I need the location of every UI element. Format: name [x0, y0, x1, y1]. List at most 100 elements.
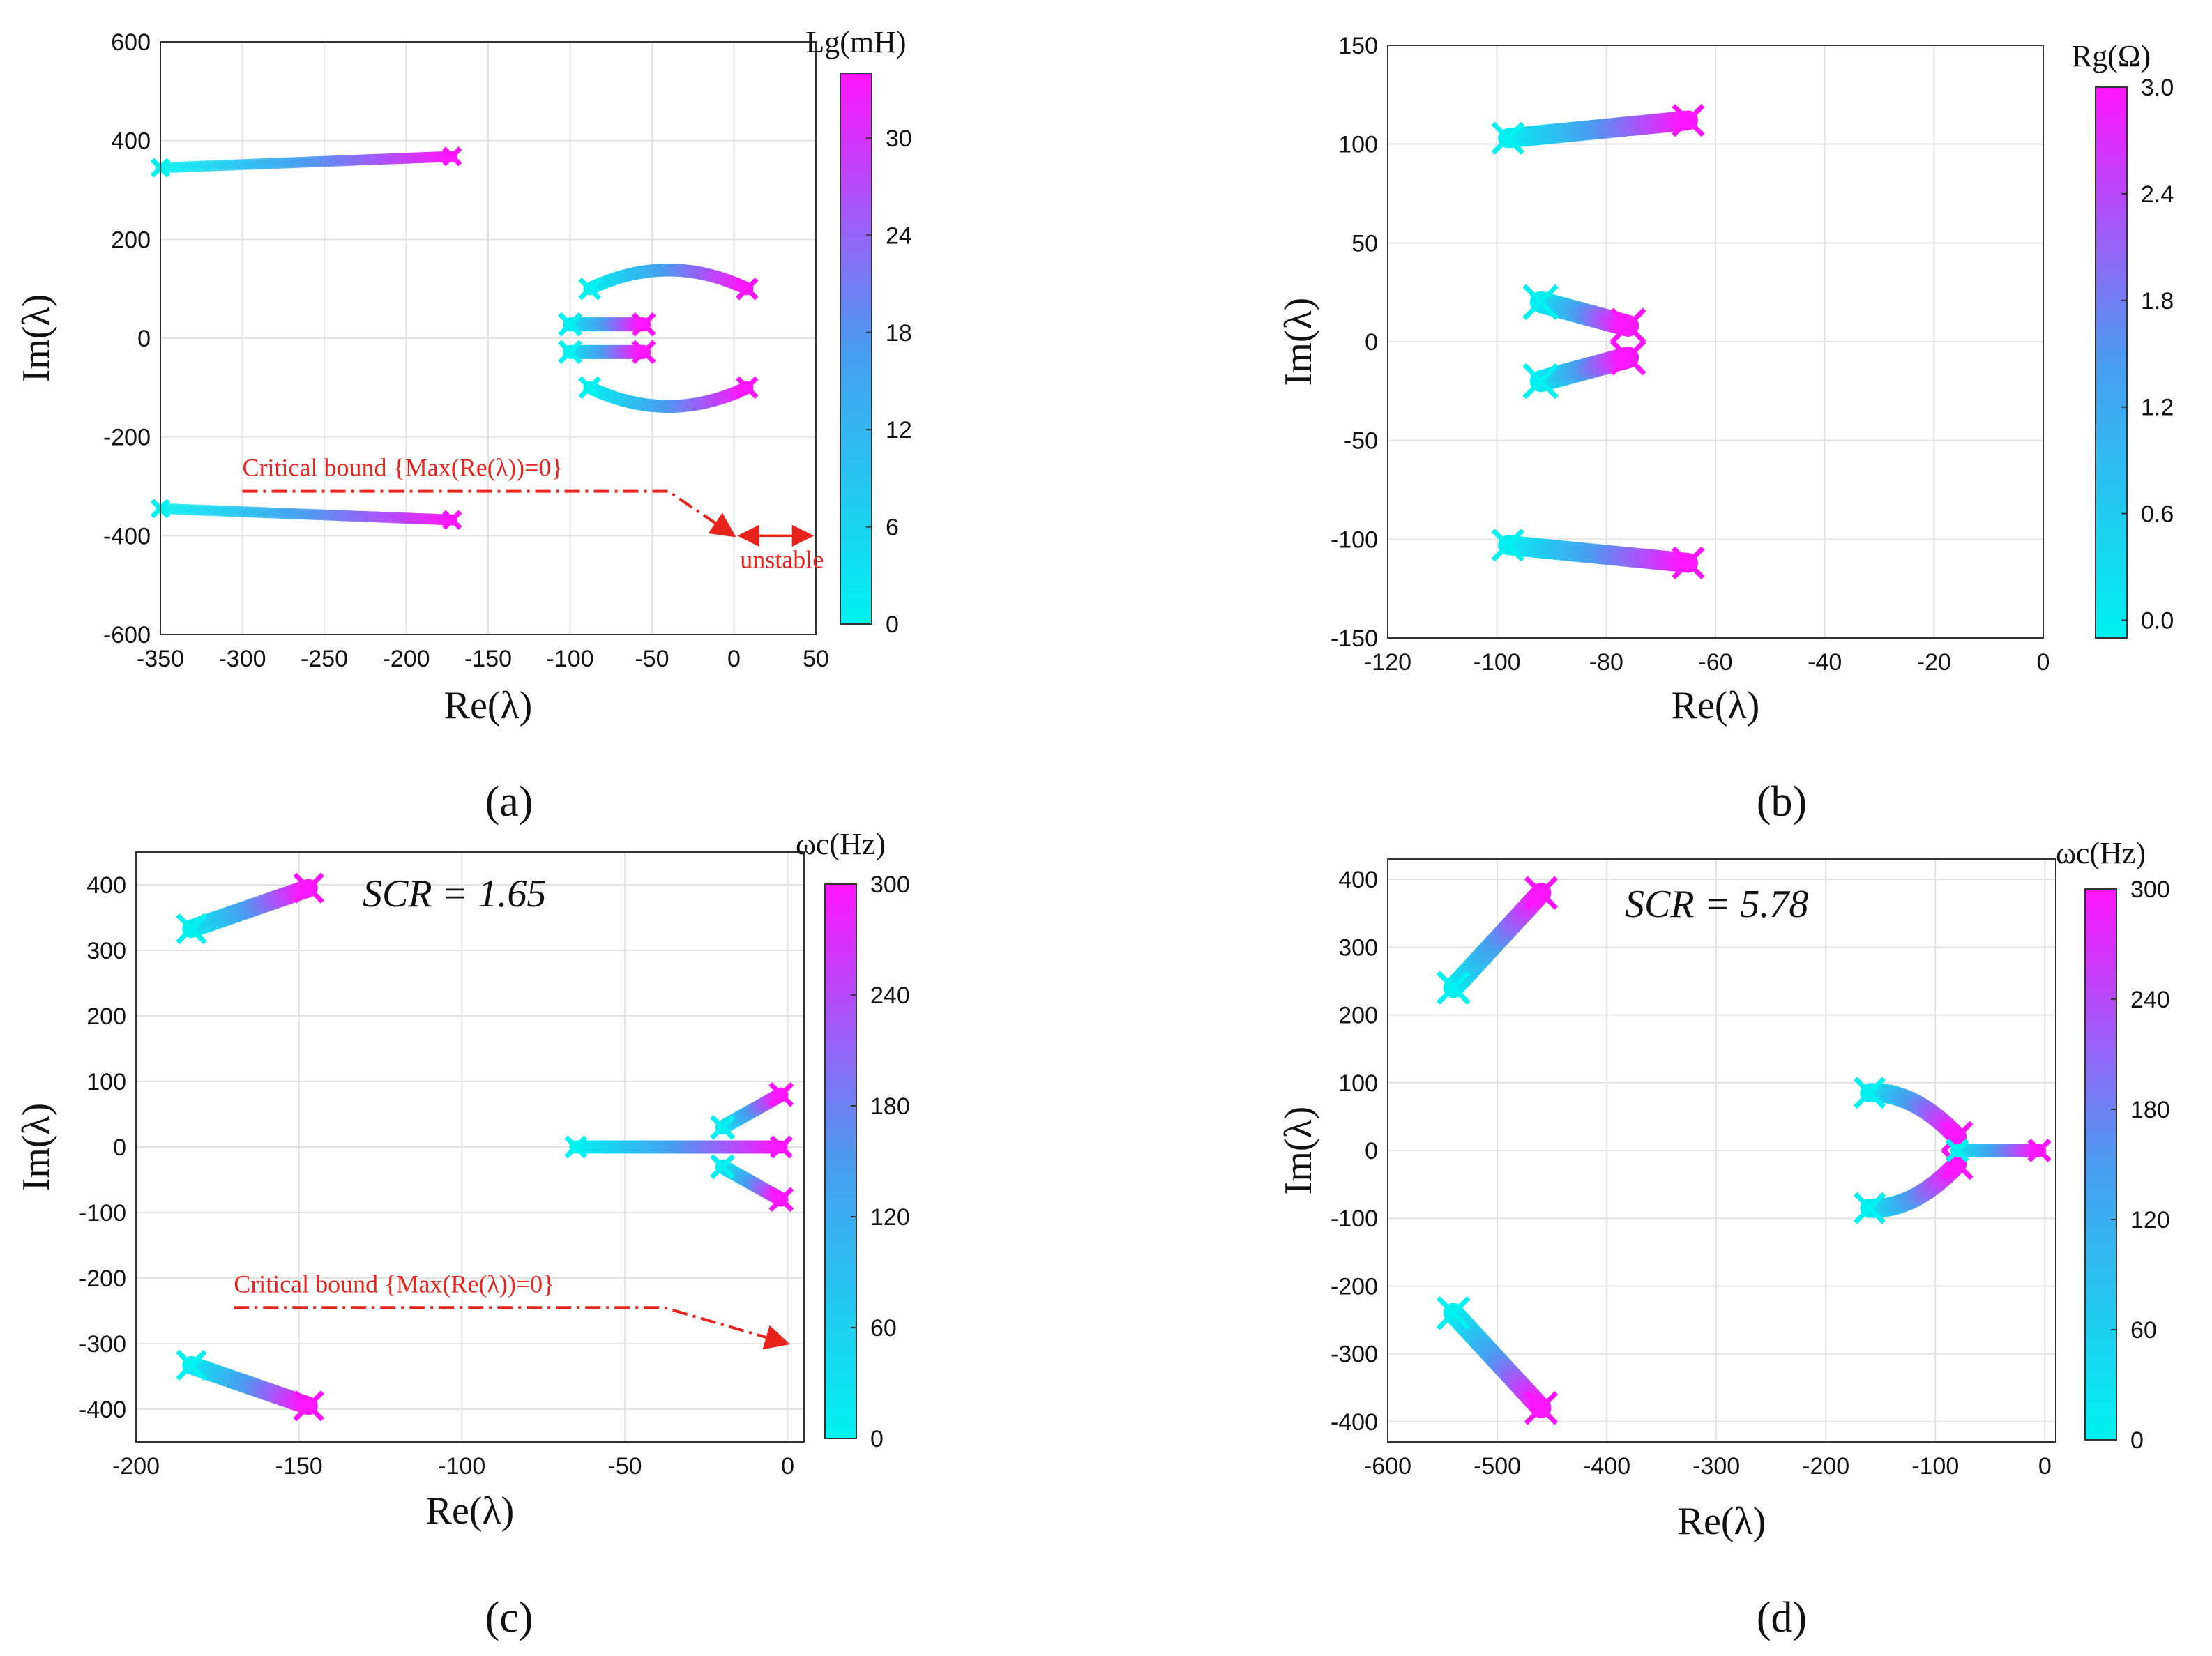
x-axis-label: Re(λ): [426, 1489, 515, 1533]
x-tick-label: -400: [1583, 1453, 1630, 1480]
y-tick-label: -100: [1331, 526, 1378, 553]
marker-stroke: [578, 277, 601, 301]
colorbar-tick-label: 0: [2130, 1427, 2144, 1454]
x-tick-label: 0: [2037, 649, 2050, 676]
end-marker: [1672, 546, 1705, 580]
colorbar-tick-label: 0.0: [2141, 608, 2174, 635]
colorbar-tick-label: 300: [870, 872, 910, 898]
series-branch: [1854, 1148, 1974, 1224]
x-tick-label: -120: [1364, 649, 1411, 676]
scr-label: SCR = 1.65: [363, 872, 546, 916]
end-marker: [1524, 1391, 1559, 1425]
panel-a: -350 -300 -250 -200 -150 -100 -50 0 506004002000…: [15, 25, 912, 826]
marker-stroke: [293, 1390, 324, 1422]
colorbar-tick-label: 3.0: [2141, 75, 2174, 101]
axes-frame: [1387, 858, 2056, 1443]
colorbar-tick-label: 2.4: [2141, 181, 2174, 208]
plot-area-d: -600 -500 -400 -300 -200 -100 0 400 300 200 100 0 -1…: [1277, 836, 2170, 1543]
series-branch: [578, 264, 759, 301]
marker-stroke: [2027, 1138, 2052, 1163]
marker-stroke: [1491, 121, 1525, 155]
y-tick-label: -400: [1331, 1409, 1378, 1436]
end-marker: [1609, 339, 1646, 376]
y-tick-label: -300: [1331, 1342, 1378, 1368]
panel-d: -600 -500 -400 -300 -200 -100 0 400 300 200 100 0 -1…: [1277, 836, 2170, 1641]
marker-stroke: [710, 1154, 736, 1180]
x-tick-label: -80: [1589, 649, 1623, 676]
plot-area-a: -350 -300 -250 -200 -150 -100 -50 0 506004002000…: [15, 25, 912, 727]
grid: [1387, 45, 2044, 639]
y-tick-label: 100: [1338, 132, 1378, 158]
marker-stroke: [558, 340, 582, 365]
colorbar-tick-label: 6: [886, 515, 899, 541]
start-marker: [710, 1114, 736, 1140]
annotation: Critical bound {Max(Re(λ))=0}: [234, 1270, 791, 1350]
marker-stroke: [176, 1349, 207, 1381]
colorbar-tick-label: 180: [870, 1093, 910, 1120]
series-branch: [1945, 1138, 2052, 1163]
colorbar-tick-label: 120: [2130, 1207, 2170, 1233]
y-tick-label: 600: [111, 29, 151, 56]
colorbar-tick-label: 1.2: [2141, 395, 2174, 421]
panel-label-d: (d): [1757, 1594, 1807, 1641]
marker-stroke: [768, 1081, 794, 1107]
end-marker: [442, 510, 462, 530]
marker-stroke: [1672, 103, 1705, 137]
axes-frame: [160, 41, 817, 635]
colorbar-tick-label: 300: [2130, 876, 2170, 903]
marker-stroke: [1524, 1391, 1559, 1425]
end-marker: [768, 1081, 794, 1107]
y-tick-label: -200: [1331, 1273, 1378, 1300]
marker-stroke: [769, 1135, 793, 1159]
start-marker: [1854, 1192, 1886, 1224]
series-group: [1491, 103, 1705, 580]
y-tick-label: 100: [1338, 1070, 1378, 1097]
series-branch: [1522, 284, 1646, 344]
colorbar-tick-label: 1.8: [2141, 288, 2174, 314]
x-tick-label: -150: [464, 646, 512, 672]
end-marker: [2027, 1138, 2052, 1163]
y-tick-label: 0: [1365, 1138, 1378, 1164]
end-marker: [736, 277, 759, 301]
panel-c: -200 -150 -100 -50 0 400 300 200 100 0 -100 -200 -30…: [15, 827, 910, 1641]
y-tick-label: -150: [1331, 625, 1378, 652]
plot-area-c: -200 -150 -100 -50 0 400 300 200 100 0 -100 -200 -30…: [15, 827, 910, 1533]
y-tick-label: -600: [103, 622, 151, 648]
critical-bound-line: [242, 489, 736, 538]
marker-stroke: [176, 913, 207, 945]
start-marker: [578, 277, 601, 301]
x-tick-label: 50: [803, 646, 829, 672]
y-tick-label: 200: [86, 1003, 126, 1030]
x-tick-label: 0: [727, 646, 741, 672]
marker-stroke: [1854, 1192, 1886, 1224]
y-tick-label: 0: [137, 326, 151, 352]
tick-labels: -350 -300 -250 -200 -150 -100 -50 0 50 600 400 200 0…: [103, 29, 829, 672]
x-tick-label: -100: [1911, 1453, 1959, 1480]
colorbar-tick-label: 0: [870, 1426, 884, 1452]
colorbar-label: Rg(Ω): [2072, 39, 2151, 73]
series-branch: [710, 1154, 794, 1213]
colorbar-label: ωc(Hz): [2056, 836, 2146, 870]
end-marker: [293, 872, 324, 904]
y-tick-label: 300: [1338, 934, 1378, 961]
y-tick-label: -100: [79, 1200, 126, 1226]
colorbar-gradient: [824, 883, 857, 1439]
x-tick-label: -500: [1474, 1453, 1521, 1480]
marker-stroke: [1854, 1077, 1886, 1109]
x-tick-label: -60: [1698, 649, 1732, 676]
colorbar-gradient: [2095, 86, 2128, 639]
colorbar-tick-label: 60: [2130, 1317, 2157, 1344]
x-tick-label: -200: [382, 646, 430, 672]
marker-stroke: [564, 1135, 588, 1159]
colorbar-tick-label: 240: [2130, 987, 2170, 1013]
panel-label-a: (a): [485, 778, 533, 826]
series-branch: [564, 1135, 793, 1159]
y-axis-label: Im(λ): [1277, 298, 1320, 386]
tick-labels: -600 -500 -400 -300 -200 -100 0 400 300 200 100 0 -1…: [1331, 867, 2052, 1480]
grid: [160, 41, 817, 635]
y-tick-label: -100: [1331, 1206, 1378, 1232]
marker-stroke: [631, 340, 656, 365]
marker-stroke: [710, 1114, 736, 1140]
y-tick-label: -400: [103, 523, 151, 549]
x-tick-label: -50: [635, 646, 669, 672]
